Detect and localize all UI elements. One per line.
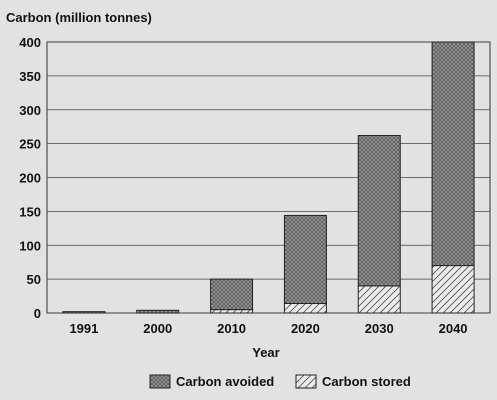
bar-carbon-avoided-2030: [357, 134, 401, 287]
y-tick-label: 250: [19, 137, 41, 152]
legend-label-carbon-avoided: Carbon avoided: [176, 374, 274, 389]
x-tick-label: 2020: [291, 321, 320, 336]
plot-area: 0 50 100 150 200 250 300 350 400 1991 2000 2010 2020…: [19, 35, 491, 336]
bar-carbon-stored-2020: [283, 303, 327, 314]
y-tick-label: 200: [19, 171, 41, 186]
bar-carbon-stored-2010: [210, 309, 254, 314]
bar-carbon-avoided-2000: [136, 309, 180, 314]
legend-swatch-carbon-stored: [295, 374, 317, 389]
x-tick-label: 1991: [69, 321, 98, 336]
x-tick-label: 2010: [217, 321, 246, 336]
bar-carbon-avoided-2040: [431, 41, 475, 267]
bar-carbon-avoided-1991: [62, 311, 106, 314]
legend-label-carbon-stored: Carbon stored: [322, 374, 411, 389]
y-tick-label: 100: [19, 238, 41, 253]
y-tick-label: 50: [27, 272, 41, 287]
bar-carbon-avoided-2020: [283, 214, 327, 305]
y-tick-label: 300: [19, 103, 41, 118]
x-tick-label: 2030: [365, 321, 394, 336]
legend-swatch-carbon-avoided: [149, 374, 171, 389]
chart-title: Carbon (million tonnes): [6, 10, 152, 25]
y-tick-label: 150: [19, 204, 41, 219]
bar-carbon-stored-2030: [357, 285, 401, 314]
y-tick-label: 400: [19, 35, 41, 50]
x-axis-label: Year: [252, 345, 279, 360]
legend: Carbon avoided Carbon stored: [149, 374, 411, 389]
y-tick-label: 0: [34, 306, 41, 321]
x-tick-label: 2000: [143, 321, 172, 336]
x-tick-label: 2040: [439, 321, 468, 336]
y-tick-label: 350: [19, 69, 41, 84]
bar-carbon-avoided-2010: [210, 278, 254, 311]
bar-carbon-stored-2040: [431, 265, 475, 314]
